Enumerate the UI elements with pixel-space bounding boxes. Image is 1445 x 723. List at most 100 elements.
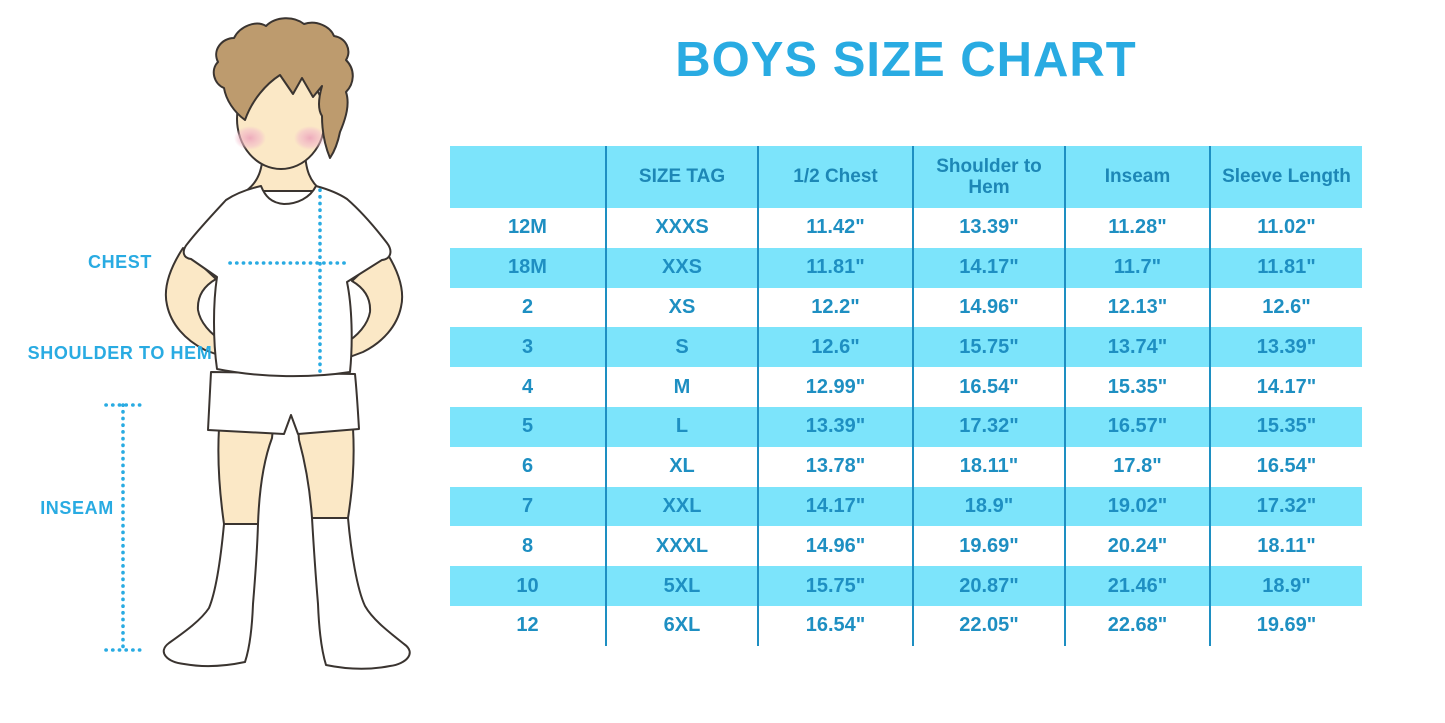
table-cell: 14.96" <box>913 287 1066 328</box>
table-cell: 12M <box>450 208 607 248</box>
inseam-label: INSEAM <box>40 498 114 518</box>
table-cell: 11.81" <box>1210 247 1362 288</box>
table-cell: 5XL <box>606 566 759 606</box>
table-cell: 4 <box>450 367 607 407</box>
table-cell: 10 <box>450 566 607 606</box>
left-blush <box>234 126 266 150</box>
table-cell: XXS <box>606 247 759 288</box>
table-cell: 17.8" <box>1065 446 1211 487</box>
table-cell: 12.6" <box>758 327 914 368</box>
table-row: 10 5XL 15.75" 20.87" 21.46" 18.9" <box>450 566 1362 606</box>
table-cell: L <box>606 406 759 447</box>
table-cell: 14.96" <box>758 526 914 567</box>
table-cell: 8 <box>450 526 607 567</box>
table-row: 2 XS 12.2" 14.96" 12.13" 12.6" <box>450 287 1362 328</box>
table-row: 7 XXL 14.17" 18.9" 19.02" 17.32" <box>450 486 1362 527</box>
left-leg <box>217 427 274 525</box>
right-sock <box>311 517 411 670</box>
page-title: BOYS SIZE CHART <box>675 33 1137 87</box>
table-cell: 18.11" <box>913 446 1066 487</box>
table-cell: 12.13" <box>1065 287 1211 328</box>
table-cell: XXXL <box>606 526 759 567</box>
left-sock <box>162 523 259 668</box>
table-cell: 11.81" <box>758 247 914 288</box>
table-cell: 21.46" <box>1065 566 1211 606</box>
size-chart-table: SIZE TAG 1/2 Chest Shoulder to Hem Insea… <box>450 146 1362 646</box>
column-header-size <box>450 146 607 208</box>
table-cell: 15.75" <box>758 566 914 606</box>
table-cell: 19.02" <box>1065 486 1211 527</box>
table-cell: S <box>606 327 759 368</box>
table-cell: XL <box>606 446 759 487</box>
table-cell: 6XL <box>606 605 759 646</box>
table-cell: 16.54" <box>1256 455 1317 478</box>
chest-label: CHEST <box>88 252 152 272</box>
table-cell: 15.35" <box>1210 406 1362 447</box>
table-cell: M <box>606 367 759 407</box>
table-cell: 17.32" <box>913 406 1066 447</box>
table-cell: 12 <box>450 605 607 646</box>
table-cell: XXXS <box>606 208 759 248</box>
table-cell: 3 <box>450 327 607 368</box>
table-cell: 22.68" <box>1065 605 1211 646</box>
table-cell: 12.2" <box>758 287 914 328</box>
table-cell: 14.17" <box>1256 375 1317 398</box>
table-row: 12 6XL 16.54" 22.05" 22.68" 19.69" <box>450 605 1362 646</box>
table-cell: 13.39" <box>913 208 1066 248</box>
table-row: 3 S 12.6" 15.75" 13.74" 13.39" <box>450 327 1362 368</box>
table-cell: 13.74" <box>1065 327 1211 368</box>
table-cell: 18.9" <box>1210 566 1362 606</box>
table-cell: 20.87" <box>913 566 1066 606</box>
table-cell: 19.69" <box>1256 614 1317 637</box>
header-row: SIZE TAG 1/2 Chest Shoulder to Hem Insea… <box>450 146 1362 208</box>
table-row: 4 M 12.99" 16.54" 15.35" 14.17" <box>450 367 1362 407</box>
shirt <box>182 185 392 378</box>
table-cell: 12.99" <box>758 367 914 407</box>
table-cell: 13.78" <box>758 446 914 487</box>
table-cell: 11.42" <box>758 208 914 248</box>
table-cell: 11.28" <box>1065 208 1211 248</box>
table-row: 6 XL 13.78" 18.11" 17.8" 16.54" <box>450 446 1362 487</box>
table-cell: 16.57" <box>1065 406 1211 447</box>
table-cell: 5 <box>450 406 607 447</box>
table-cell: 19.69" <box>913 526 1066 567</box>
right-blush <box>294 126 326 150</box>
column-header-shoulder-to-hem: Shoulder to Hem <box>913 146 1066 208</box>
column-header-sleeve-length: Sleeve Length <box>1210 146 1362 208</box>
table-cell: 18.11" <box>1257 534 1316 557</box>
table-cell: 20.24" <box>1065 526 1211 567</box>
table-cell: 12.6" <box>1262 295 1311 318</box>
hair <box>212 17 354 159</box>
table-cell: 22.05" <box>913 605 1066 646</box>
table-cell: 17.32" <box>1210 486 1362 527</box>
table-cell: XXL <box>606 486 759 527</box>
column-header-size-tag: SIZE TAG <box>606 146 759 208</box>
table-cell: 13.39" <box>758 406 914 447</box>
table-cell: 15.35" <box>1065 367 1211 407</box>
table-cell: 2 <box>450 287 607 328</box>
table-cell: 11.02" <box>1257 216 1316 239</box>
table-row: 8 XXXL 14.96" 19.69" 20.24" 18.11" <box>450 526 1362 567</box>
shoulder-to-hem-label: SHOULDER TO HEM <box>28 343 213 363</box>
table-row: 18M XXS 11.81" 14.17" 11.7" 11.81" <box>450 247 1362 288</box>
table-row: 12M XXXS 11.42" 13.39" 11.28" 11.02" <box>450 208 1362 248</box>
boy-figure-svg: CHEST SHOULDER TO HEM INSEAM <box>28 17 411 670</box>
table-cell: 18M <box>450 247 607 288</box>
column-header-half-chest: 1/2 Chest <box>758 146 914 208</box>
table-cell: XS <box>606 287 759 328</box>
boy-figure-illustration: CHEST SHOULDER TO HEM INSEAM <box>0 0 450 723</box>
table-cell: 14.17" <box>913 247 1066 288</box>
table-cell: 16.54" <box>758 605 914 646</box>
table-row: 5 L 13.39" 17.32" 16.57" 15.35" <box>450 406 1362 447</box>
right-leg <box>297 427 355 519</box>
table-cell: 6 <box>450 446 607 487</box>
table-cell: 14.17" <box>758 486 914 527</box>
table-cell: 13.39" <box>1210 327 1362 368</box>
table-cell: 7 <box>450 486 607 527</box>
table-cell: 11.7" <box>1065 247 1211 288</box>
table-cell: 15.75" <box>913 327 1066 368</box>
table-cell: 18.9" <box>913 486 1066 527</box>
shorts <box>207 371 360 435</box>
table-cell: 16.54" <box>913 367 1066 407</box>
